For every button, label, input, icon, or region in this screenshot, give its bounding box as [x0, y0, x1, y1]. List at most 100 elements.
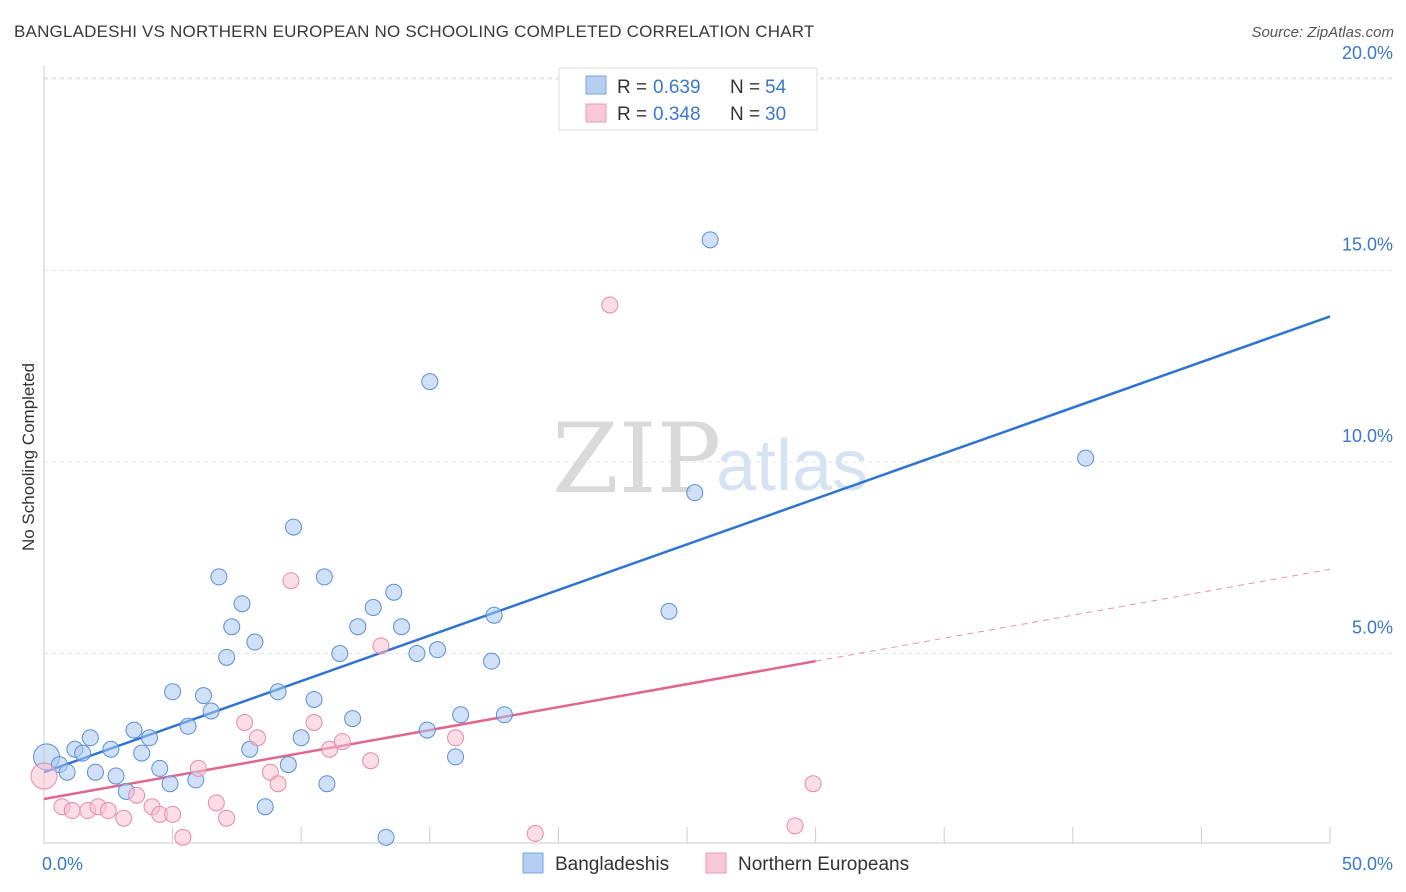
point-bangladeshis-23 — [233, 595, 251, 613]
point-northern-europeans-23 — [362, 752, 380, 770]
point-northern-europeans-12 — [189, 759, 207, 777]
point-bangladeshis-6 — [86, 763, 104, 781]
watermark-atlas: atlas — [716, 426, 868, 506]
point-bangladeshis-20 — [210, 568, 228, 586]
point-northern-europeans-0 — [30, 762, 58, 790]
y-tick-labels: 5.0% 10.0% 15.0% 20.0% — [1342, 43, 1393, 638]
trend-line-dashed-1 — [815, 568, 1331, 662]
point-bangladeshis-11 — [133, 744, 151, 762]
point-bangladeshis-32 — [315, 568, 333, 586]
point-bangladeshis-15 — [164, 683, 182, 701]
point-northern-europeans-19 — [282, 572, 300, 590]
point-bangladeshis-48 — [485, 606, 503, 624]
point-bangladeshis-38 — [377, 828, 395, 846]
point-bangladeshis-52 — [701, 231, 719, 249]
point-bangladeshis-34 — [331, 645, 349, 662]
x-tick-label-1: 50.0% — [1342, 854, 1393, 874]
point-northern-europeans-16 — [248, 729, 266, 747]
point-northern-europeans-26 — [526, 825, 544, 843]
point-bangladeshis-5 — [81, 729, 99, 747]
legend-r-value-1: 0.639 — [653, 77, 701, 98]
point-northern-europeans-5 — [99, 802, 117, 820]
legend-r-label-2: R = — [617, 104, 652, 125]
point-bangladeshis-16 — [179, 717, 197, 735]
point-bangladeshis-25 — [246, 633, 264, 651]
point-northern-europeans-21 — [320, 740, 338, 758]
point-bangladeshis-27 — [269, 683, 287, 701]
source-label: Source: ZipAtlas.com — [1251, 24, 1394, 41]
point-bangladeshis-36 — [349, 618, 367, 636]
bottom-legend-swatch-bangladeshis — [522, 852, 544, 874]
point-bangladeshis-40 — [393, 618, 411, 636]
point-bangladeshis-13 — [151, 759, 169, 777]
point-bangladeshis-47 — [483, 652, 501, 670]
bottom-legend-northern-europeans: Northern Europeans — [738, 854, 909, 875]
point-northern-europeans-28 — [786, 817, 804, 835]
point-bangladeshis-35 — [344, 710, 362, 728]
y-tick-label-1: 10.0% — [1342, 426, 1393, 446]
bottom-legend-bangladeshis: Bangladeshis — [555, 854, 669, 875]
point-bangladeshis-45 — [447, 748, 465, 766]
x-tick-labels: 0.0% 50.0% — [42, 854, 1393, 874]
point-northern-europeans-22 — [333, 733, 351, 751]
point-bangladeshis-2 — [58, 763, 76, 781]
y-tick-label-3: 20.0% — [1342, 43, 1393, 63]
point-bangladeshis-46 — [452, 706, 470, 724]
data-points — [30, 231, 1095, 846]
point-northern-europeans-2 — [63, 802, 81, 820]
point-northern-europeans-25 — [447, 729, 465, 747]
chart-title: BANGLADESHI VS NORTHERN EUROPEAN NO SCHO… — [14, 22, 815, 41]
trend-lines — [43, 315, 1331, 801]
point-bangladeshis-43 — [421, 373, 439, 391]
point-bangladeshis-10 — [125, 721, 143, 739]
point-bangladeshis-22 — [223, 618, 241, 636]
legend-n-value-1: 54 — [765, 77, 787, 98]
point-northern-europeans-29 — [804, 775, 822, 793]
point-northern-europeans-13 — [207, 794, 225, 812]
point-northern-europeans-15 — [236, 713, 254, 731]
point-northern-europeans-14 — [218, 809, 236, 827]
y-axis-label: No Schooling Completed — [19, 363, 38, 551]
point-bangladeshis-31 — [305, 690, 323, 708]
point-bangladeshis-19 — [202, 702, 220, 720]
point-northern-europeans-24 — [372, 637, 390, 655]
point-bangladeshis-18 — [194, 687, 212, 705]
y-tick-label-0: 5.0% — [1352, 618, 1393, 638]
point-bangladeshis-26 — [256, 798, 274, 816]
point-bangladeshis-29 — [284, 518, 302, 536]
legend-swatch-northern-europeans — [585, 103, 607, 123]
point-northern-europeans-11 — [174, 828, 192, 846]
series-legend: Bangladeshis Northern Europeans — [522, 852, 909, 875]
x-tick-label-0: 0.0% — [42, 854, 83, 874]
point-bangladeshis-8 — [107, 767, 125, 785]
trend-line-0 — [43, 315, 1331, 774]
point-bangladeshis-42 — [418, 721, 436, 739]
point-bangladeshis-41 — [408, 645, 426, 662]
legend-n-label-2: N = — [730, 104, 765, 125]
point-bangladeshis-37 — [364, 599, 382, 617]
y-tick-label-2: 15.0% — [1342, 235, 1393, 255]
point-northern-europeans-7 — [128, 786, 146, 804]
point-bangladeshis-44 — [429, 641, 447, 659]
axes — [43, 66, 1331, 844]
legend-n-label-1: N = — [730, 77, 765, 98]
stats-legend: R = 0.639 N = 54 R = 0.348 N = 30 — [558, 67, 818, 131]
point-northern-europeans-18 — [269, 775, 287, 793]
point-bangladeshis-4 — [74, 744, 92, 762]
point-bangladeshis-49 — [495, 706, 513, 724]
point-bangladeshis-14 — [161, 775, 179, 793]
legend-n-value-2: 30 — [765, 104, 786, 125]
bottom-legend-swatch-northern-europeans — [705, 852, 727, 874]
point-bangladeshis-53 — [1077, 449, 1095, 467]
point-bangladeshis-7 — [102, 740, 120, 758]
point-northern-europeans-27 — [601, 296, 619, 314]
point-bangladeshis-39 — [385, 583, 403, 601]
legend-swatch-bangladeshis — [585, 75, 607, 95]
point-bangladeshis-21 — [218, 648, 236, 666]
point-bangladeshis-12 — [140, 729, 158, 747]
legend-r-value-2: 0.348 — [653, 104, 701, 125]
point-northern-europeans-10 — [164, 805, 182, 823]
point-bangladeshis-28 — [279, 756, 297, 774]
point-bangladeshis-33 — [318, 775, 336, 793]
